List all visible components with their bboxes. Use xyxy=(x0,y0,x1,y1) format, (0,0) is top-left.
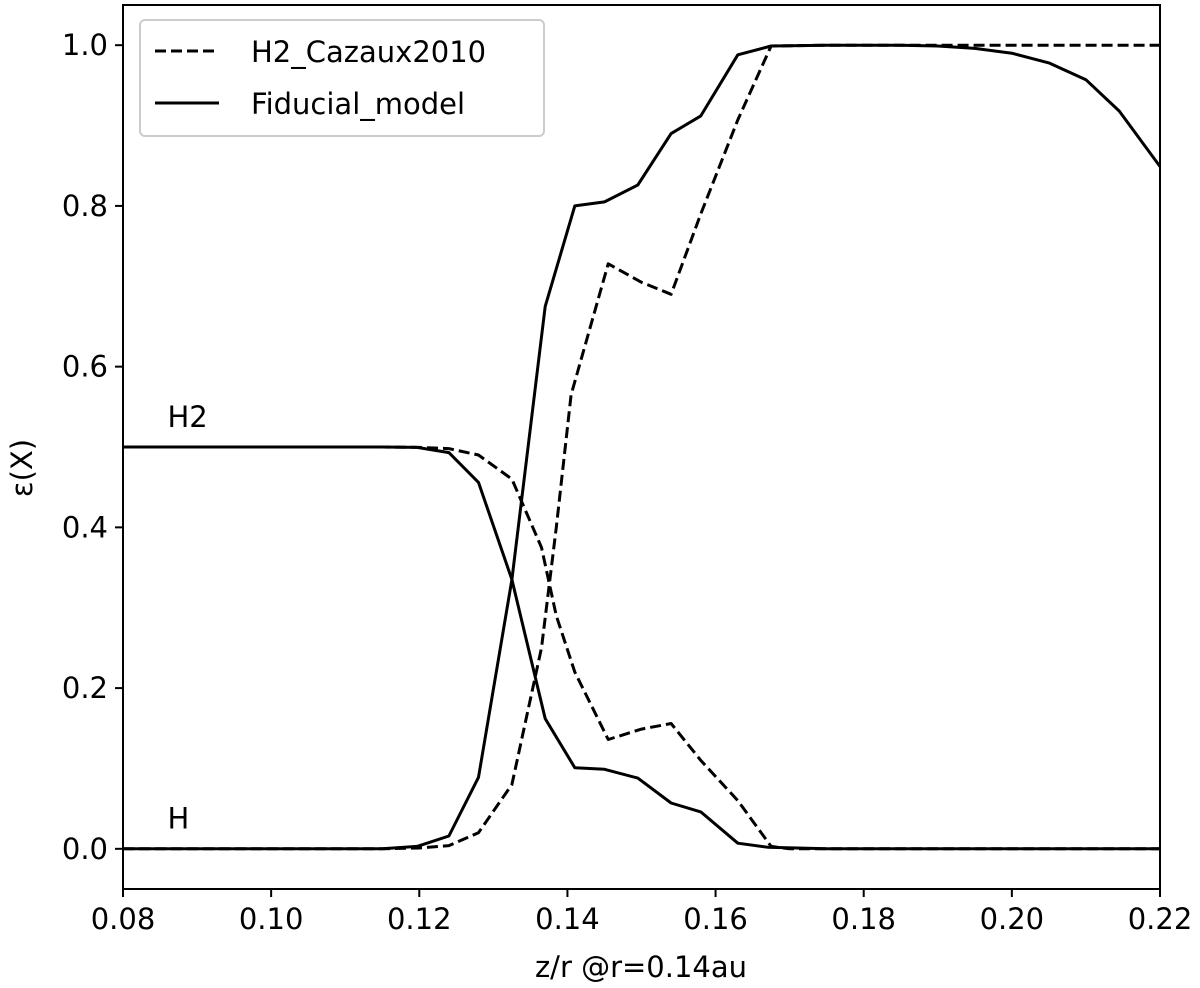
series-line-fiducial-model-0 xyxy=(123,445,1160,851)
plot-frame xyxy=(122,4,1161,890)
y-tick-label: 0.4 xyxy=(62,510,108,544)
annotation-h: H xyxy=(167,802,189,836)
legend-frame xyxy=(139,19,545,137)
y-tick-label: 0.8 xyxy=(62,189,108,223)
legend: H2_Cazaux2010 Fiducial_model xyxy=(139,19,545,137)
x-tick-label: 0.20 xyxy=(980,902,1045,936)
ticks-layer: 0.08 0.10 0.12 0.14 0.16 0.18 0.20 0.22 0.0 0.2 0.… xyxy=(62,28,1192,936)
y-axis-label: ε(X) xyxy=(5,439,39,497)
x-tick-label: 0.12 xyxy=(387,902,452,936)
x-tick-label: 0.22 xyxy=(1128,902,1193,936)
annotation-layer: H2 H xyxy=(167,400,207,836)
x-tick-label: 0.14 xyxy=(535,902,600,936)
x-axis-label: z/r @r=0.14au xyxy=(535,950,747,984)
y-tick-label: 0.6 xyxy=(62,350,108,384)
legend-label-fiducial-model: Fiducial_model xyxy=(251,87,465,121)
annotation-h2: H2 xyxy=(167,400,207,434)
x-tick-label: 0.08 xyxy=(91,902,156,936)
x-tick-label: 0.10 xyxy=(239,902,304,936)
series-line-h2-cazaux2010-2 xyxy=(123,445,1160,851)
series-layer xyxy=(123,43,1162,851)
y-tick-label: 0.0 xyxy=(62,832,108,866)
series-line-fiducial-model-1 xyxy=(123,43,1162,851)
x-tick-label: 0.18 xyxy=(831,902,896,936)
legend-label-h2-cazaux2010: H2_Cazaux2010 xyxy=(251,35,486,69)
x-tick-label: 0.16 xyxy=(683,902,748,936)
y-tick-label: 0.2 xyxy=(62,671,108,705)
y-tick-label: 1.0 xyxy=(62,28,108,62)
